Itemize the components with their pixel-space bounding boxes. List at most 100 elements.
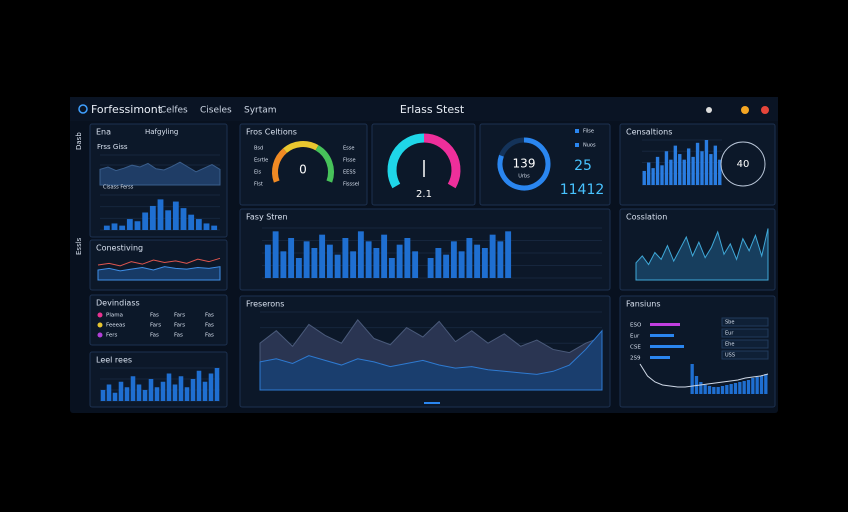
label: Fas (205, 313, 214, 319)
bar (435, 248, 442, 278)
bar (365, 241, 372, 278)
bar (443, 254, 450, 278)
bar (396, 244, 403, 278)
icon[interactable] (761, 106, 769, 114)
label: Ehe (725, 342, 734, 348)
bar (319, 234, 326, 278)
label: Sbe (725, 320, 734, 326)
kpi: 11412 (560, 182, 605, 198)
bar (664, 151, 669, 185)
bar (136, 384, 142, 401)
bar (505, 231, 512, 278)
label: Devindiass (96, 299, 140, 308)
label: Bsd (254, 146, 263, 152)
bar (166, 373, 172, 401)
bar (646, 162, 651, 185)
bar (655, 156, 660, 185)
line (639, 363, 769, 388)
label: Fasy Stren (246, 213, 288, 222)
bar (716, 387, 720, 394)
icon[interactable] (741, 106, 749, 114)
bar (211, 225, 218, 230)
sidebar-label[interactable]: Essls (75, 237, 83, 255)
panel (239, 123, 368, 206)
bar (738, 382, 742, 394)
bar (718, 159, 722, 185)
bar (208, 373, 214, 401)
label: Conestiving (96, 244, 143, 253)
bar (178, 376, 184, 401)
bar (699, 382, 703, 394)
nav-item[interactable]: Celfes (160, 106, 188, 116)
arc (387, 133, 425, 189)
bar (729, 384, 733, 394)
label: Fas (205, 333, 214, 339)
bar (759, 376, 764, 394)
bar (733, 383, 738, 394)
nav-item[interactable]: Ciseles (200, 106, 232, 116)
label: Hafgyling (145, 128, 178, 136)
bar (154, 387, 160, 401)
legend-swatch (575, 129, 579, 133)
bar (678, 154, 682, 185)
bar (124, 387, 130, 401)
arc (423, 133, 461, 189)
bar (700, 151, 704, 185)
bar (703, 385, 707, 394)
bar (458, 251, 465, 278)
bar (280, 251, 287, 278)
list-row (721, 317, 769, 327)
kpi: 25 (574, 158, 592, 174)
icon[interactable] (706, 107, 712, 113)
hbar (650, 334, 674, 337)
bar (673, 145, 678, 185)
label: Nuos (583, 143, 596, 149)
bar (188, 214, 195, 230)
bar (288, 238, 295, 278)
bar (142, 212, 149, 230)
label: Fers (106, 333, 118, 339)
bar (712, 387, 716, 394)
bar (160, 381, 166, 401)
label: Fars (174, 323, 185, 329)
bar (713, 145, 718, 185)
legend-dot (97, 322, 103, 328)
label: Freserons (246, 300, 284, 309)
bar (202, 381, 208, 401)
list-row (721, 350, 769, 360)
panel (89, 294, 228, 346)
label: Esse (343, 146, 354, 152)
bar (725, 385, 729, 394)
label: Fas (205, 323, 214, 329)
scroll (424, 402, 440, 404)
bar (295, 258, 302, 278)
bar (669, 159, 673, 185)
bar (350, 251, 357, 278)
label: Eur (725, 331, 734, 337)
bar (326, 244, 333, 278)
gauge-value: 2.1 (416, 189, 432, 200)
bar (651, 168, 655, 185)
arc (497, 137, 551, 191)
label: Feeeas (106, 323, 125, 329)
clock (720, 141, 766, 187)
bar (404, 238, 411, 278)
bar (119, 225, 126, 230)
bar (272, 231, 279, 278)
bar (764, 374, 768, 394)
bar (695, 142, 700, 185)
hbar (650, 345, 684, 348)
bar (450, 241, 457, 278)
sidebar-label[interactable]: Dasb (75, 132, 83, 150)
bar (165, 210, 172, 230)
bar (214, 368, 220, 401)
legend-swatch (575, 143, 579, 147)
area (99, 161, 221, 186)
area (259, 329, 603, 391)
legend-dot (97, 312, 103, 318)
gauge-value: 0 (299, 163, 307, 177)
nav-item[interactable]: Syrtam (244, 106, 277, 116)
bar (149, 205, 156, 230)
bar (682, 159, 686, 185)
